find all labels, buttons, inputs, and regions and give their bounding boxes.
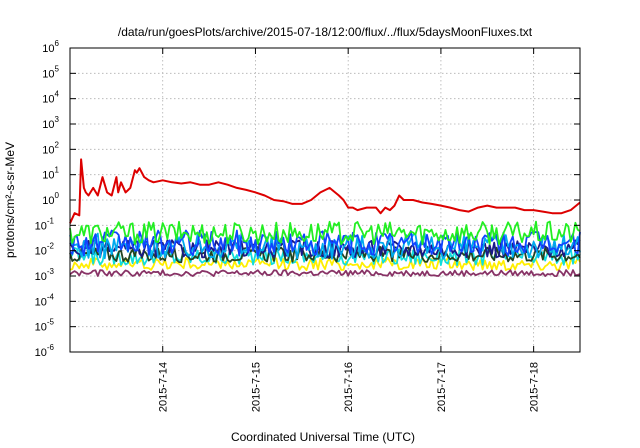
y-tick-label: 105 <box>42 64 59 80</box>
y-tick-label-exp: 5 <box>55 64 60 73</box>
y-tick-label-base: 10 <box>35 296 47 308</box>
y-tick-label-base: 10 <box>42 144 54 156</box>
y-tick-label-base: 10 <box>42 94 54 106</box>
y-tick-label-exp: -2 <box>47 242 55 251</box>
y-tick-label: 103 <box>42 115 59 131</box>
x-tick-label: 2015-7-17 <box>436 362 448 412</box>
x-tick-label: 2015-7-15 <box>250 362 262 412</box>
y-tick-label-base: 10 <box>42 195 54 207</box>
y-tick-labels: 10-610-510-410-310-210-11001011021031041… <box>35 39 60 359</box>
y-tick-label: 10-1 <box>35 216 55 232</box>
series-line-0 <box>69 158 581 224</box>
y-tick-label-exp: -6 <box>47 343 55 352</box>
y-tick-label: 102 <box>42 140 59 156</box>
y-tick-label-exp: -4 <box>47 292 55 301</box>
x-tick-labels: 2015-7-14 2015-7-15 2015-7-16 2015-7-17 2015… <box>158 362 541 412</box>
y-tick-label-base: 10 <box>42 68 54 80</box>
x-tick-label: 2015-7-16 <box>343 362 355 412</box>
y-tick-label-exp: -3 <box>47 267 55 276</box>
y-tick-label-base: 10 <box>35 246 47 258</box>
y-tick-label: 10-4 <box>35 292 55 308</box>
y-tick-label: 104 <box>42 90 59 106</box>
y-tick-label-exp: 4 <box>55 90 60 99</box>
series-line-8 <box>69 269 581 277</box>
y-tick-label-base: 10 <box>35 271 47 283</box>
y-tick-label: 10-2 <box>35 242 55 258</box>
series-layer <box>69 158 581 277</box>
y-tick-label-base: 10 <box>42 170 54 182</box>
x-tick-label: 2015-7-14 <box>158 362 170 412</box>
y-tick-label-base: 10 <box>35 322 47 334</box>
y-tick-label-exp: 6 <box>55 39 60 48</box>
y-tick-label-exp: 3 <box>55 115 60 124</box>
x-tick-label: 2015-7-18 <box>529 362 541 412</box>
y-tick-label: 10-6 <box>35 343 55 359</box>
x-axis-label: Coordinated Universal Time (UTC) <box>231 430 415 444</box>
series-line-1 <box>69 220 581 246</box>
y-tick-label-exp: 2 <box>55 140 60 149</box>
y-tick-label-base: 10 <box>35 347 47 359</box>
y-tick-label-exp: 1 <box>55 166 60 175</box>
y-tick-label: 100 <box>42 191 59 207</box>
y-tick-label: 10-3 <box>35 267 55 283</box>
chart-title: /data/run/goesPlots/archive/2015-07-18/1… <box>118 25 533 39</box>
y-tick-label-exp: -1 <box>47 216 55 225</box>
y-axis-label: protons/cm²-s-sr-MeV <box>3 142 17 258</box>
y-tick-label-base: 10 <box>42 119 54 131</box>
y-tick-label: 106 <box>42 39 59 55</box>
series-line-7 <box>69 256 581 272</box>
grid <box>70 48 580 352</box>
y-tick-label: 101 <box>42 166 59 182</box>
y-tick-label-exp: 0 <box>55 191 60 200</box>
series-line-6 <box>69 238 581 259</box>
ticks <box>70 47 580 353</box>
y-tick-label: 10-5 <box>35 318 55 334</box>
y-tick-label-base: 10 <box>35 220 47 232</box>
y-tick-label-base: 10 <box>42 43 54 55</box>
y-tick-label-exp: -5 <box>47 318 55 327</box>
